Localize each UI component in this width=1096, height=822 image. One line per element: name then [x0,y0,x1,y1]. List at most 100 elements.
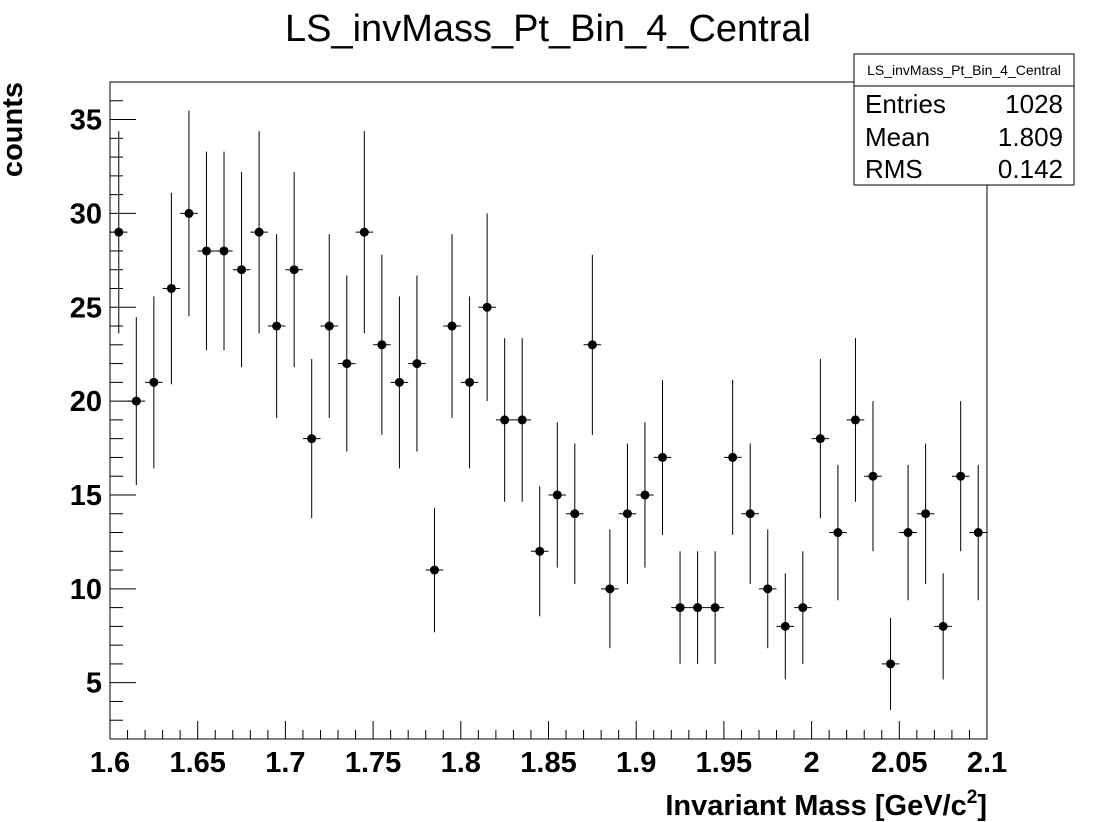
data-point [215,151,233,351]
data-point [846,338,865,502]
y-tick-label: 10 [70,574,102,606]
x-tick-label: 1.7 [265,747,305,779]
point-marker [798,603,808,613]
data-point [636,422,654,568]
stats-rms-label: RMS [865,154,923,184]
point-marker [693,603,703,613]
x-axis-title-suffix: ] [977,790,987,822]
x-tick-label: 1.8 [441,747,481,779]
point-marker [552,490,562,500]
data-point [320,234,339,418]
point-marker [254,227,264,237]
x-axis-title: Invariant Mass [GeV/c2] [665,787,987,822]
data-point [162,192,181,385]
point-marker [184,208,194,218]
data-point [864,401,882,552]
stats-rms-value: 0.142 [998,154,1063,184]
data-point [443,234,461,418]
point-marker [412,359,422,369]
point-marker [237,265,247,275]
data-point [460,296,479,469]
point-marker [833,528,843,538]
point-marker [640,490,650,500]
point-marker [903,528,913,538]
point-marker [447,321,457,331]
data-point [566,443,584,584]
x-tick-label: 2.1 [967,747,1007,779]
data-point [127,317,146,486]
point-marker [394,377,404,387]
data-point [478,213,496,402]
point-marker [763,584,773,594]
data-point [618,443,637,584]
point-marker [201,246,211,256]
data-point [390,296,409,469]
stats-mean-value: 1.809 [998,122,1063,152]
stats-box-title: LS_invMass_Pt_Bin_4_Central [867,62,1061,78]
data-point [723,380,742,535]
point-marker [587,340,597,350]
data-point [899,464,917,601]
data-point [355,131,374,334]
data-point [425,507,444,633]
data-point [741,443,759,584]
data-points [110,110,987,710]
data-point [267,234,286,418]
chart-title: LS_invMass_Pt_Bin_4_Central [285,8,811,50]
point-marker [272,321,282,331]
point-marker [921,509,931,519]
y-tick-label: 35 [70,105,102,137]
point-marker [219,246,229,256]
y-tick-label: 30 [70,198,102,230]
point-marker [868,471,878,481]
y-tick-label: 25 [70,292,102,324]
data-point [688,551,707,664]
stats-box: LS_invMass_Pt_Bin_4_Central Entries 1028… [853,53,1075,186]
point-marker [500,415,510,425]
y-tick-label: 15 [70,480,102,512]
x-axis-title-superscript: 2 [967,787,978,808]
data-point [916,443,935,584]
data-point [373,254,391,435]
y-tick-label: 20 [70,386,102,418]
point-marker [956,471,966,481]
stats-mean-label: Mean [865,122,930,152]
data-point [776,573,795,680]
y-tick-label: 5 [86,668,102,700]
y-axis: 5 10 15 20 25 30 35 [70,81,136,740]
data-point [250,131,268,334]
data-point [232,172,251,368]
data-point [513,338,531,502]
point-marker [938,621,948,631]
point-marker [728,452,738,462]
point-marker [429,565,439,575]
x-tick-label: 1.9 [616,747,656,779]
point-marker [535,546,545,556]
data-point [881,617,900,710]
data-point [145,296,163,469]
point-marker [166,283,176,293]
x-tick-label: 1.75 [345,747,401,779]
data-point [601,529,619,649]
data-point [302,359,321,519]
data-point [110,131,128,334]
x-tick-label: 2.05 [871,747,927,779]
data-point [653,380,672,535]
point-marker [622,509,632,519]
data-point [969,464,987,601]
x-tick-label: 2 [804,747,820,779]
point-marker [517,415,527,425]
point-marker [359,227,369,237]
point-marker [289,265,299,275]
x-axis-title-main: Invariant Mass [GeV/c [665,790,966,822]
point-marker [324,321,334,331]
x-tick-label: 1.95 [696,747,752,779]
point-marker [658,452,668,462]
data-point [583,254,602,435]
data-point [285,172,303,368]
data-point [811,359,830,519]
point-marker [131,396,141,406]
y-axis-title: counts [0,82,29,177]
data-point [548,422,567,568]
